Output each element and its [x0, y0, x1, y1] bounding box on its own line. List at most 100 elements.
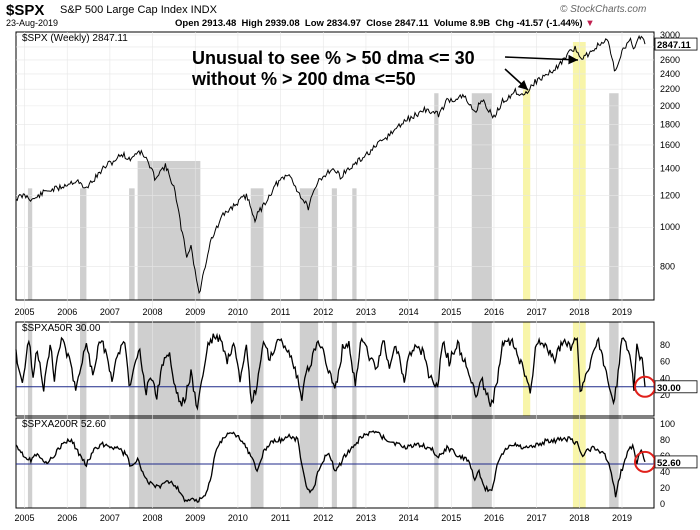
highlight-band-breadth: [522, 322, 531, 416]
shaded-band-breadth: [27, 322, 33, 508]
shaded-band-price: [434, 93, 439, 300]
year-label-bottom: 2015: [441, 513, 461, 523]
down-arrow-icon: ▼: [585, 18, 595, 29]
year-label-middle: 2011: [271, 307, 290, 317]
open-label: Open: [175, 18, 200, 29]
high-value: 2939.08: [265, 18, 300, 29]
breadth50-tick-label: 60: [660, 357, 670, 367]
arrow-to-2016: [504, 68, 529, 91]
year-label-middle: 2006: [57, 307, 77, 317]
annotation: Unusual to see % > 50 dma <= 30 without …: [191, 48, 579, 91]
shaded-band-breadth: [352, 322, 357, 508]
close-label: Close: [366, 18, 393, 29]
price-last-value-tag-box: [654, 37, 698, 51]
volume-value: 8.9B: [470, 18, 491, 29]
year-label-middle: 2005: [15, 307, 35, 317]
year-label-bottom: 2017: [527, 513, 547, 523]
series-lines: [15, 34, 656, 503]
year-label-middle: 2009: [185, 307, 205, 317]
legend-breadth50: $SPXA50R 30.00: [22, 323, 101, 334]
price-series-line: [15, 34, 646, 295]
annotation-line1: Unusual to see % > 50 dma <= 30: [192, 48, 475, 68]
year-label-bottom: 2013: [356, 513, 376, 523]
year-label-bottom: 2016: [484, 513, 504, 523]
price-tick-label: 1600: [660, 140, 680, 150]
shaded-band-breadth: [434, 322, 439, 508]
year-label-middle: 2013: [356, 307, 376, 317]
year-label-bottom: 2005: [15, 513, 35, 523]
ohlc-line: Open 2913.48 High 2939.08 Low 2834.97 Cl…: [175, 18, 595, 29]
low-label: Low: [304, 18, 324, 29]
year-label-middle: 2010: [228, 307, 248, 317]
year-label-middle: 2016: [484, 307, 504, 317]
price-tick-label: 1000: [660, 222, 680, 232]
date-label: 23-Aug-2019: [6, 18, 59, 28]
credit-text: © StockCharts.com: [560, 4, 647, 15]
chart-header: $SPX S&P 500 Large Cap Index INDX © Stoc…: [0, 0, 700, 30]
highlight-band-price: [522, 89, 531, 301]
year-label-middle: 2007: [100, 307, 120, 317]
panel-frame-price: [15, 31, 655, 301]
breadth200-tick-label: 40: [660, 467, 670, 477]
price-tick-label: 1200: [660, 190, 680, 200]
year-label-bottom: 2010: [228, 513, 248, 523]
breadth200-last-value-tag: 52.60: [657, 458, 681, 469]
shaded-band-price: [609, 93, 619, 300]
symbol-title: $SPX: [6, 2, 45, 19]
price-tick-label: 1800: [660, 119, 680, 129]
arrow-to-2018: [504, 54, 579, 65]
shaded-band-price: [27, 188, 33, 300]
symbol-full-name: S&P 500 Large Cap Index INDX: [60, 4, 217, 16]
shaded-band-breadth: [129, 322, 135, 508]
chg-label: Chg: [495, 18, 514, 29]
year-label-middle: 2017: [527, 307, 547, 317]
year-label-bottom: 2014: [399, 513, 419, 523]
grid-lines: [16, 32, 654, 508]
year-label-middle: 2012: [313, 307, 333, 317]
breadth50-tick-label: 20: [660, 390, 670, 400]
breadth200-tick-label: 100: [660, 419, 675, 429]
breadth50-tick-label: 80: [660, 340, 670, 350]
shaded-band-breadth: [299, 322, 319, 508]
shaded-band-price: [80, 188, 87, 300]
breadth50-tick-label: 40: [660, 373, 670, 383]
shaded-band-breadth: [331, 322, 337, 508]
shaded-band-price: [331, 188, 337, 300]
price-tick-label: 2000: [660, 101, 680, 111]
year-label-middle: 2014: [399, 307, 419, 317]
legend-price: $SPX (Weekly) 2847.11: [22, 33, 128, 44]
shaded-band-breadth: [471, 322, 492, 508]
breadth200-last-value-tag-box: [654, 455, 698, 469]
price-tick-label: 1400: [660, 163, 680, 173]
breadth50-last-value-tag: 30.00: [657, 383, 681, 394]
year-label-bottom: 2008: [143, 513, 163, 523]
close-value: 2847.11: [394, 18, 429, 29]
panel-legends: $SPX (Weekly) 2847.11 $SPXA50R 30.00 $SP…: [22, 33, 128, 430]
circle-marker-breadth200: [634, 450, 656, 473]
shaded-periods: [27, 42, 619, 508]
low-value: 2834.97: [326, 18, 361, 29]
year-label-bottom: 2019: [612, 513, 632, 523]
breadth50-series-line: [15, 332, 646, 411]
breadth200-tick-label: 20: [660, 483, 670, 493]
year-label-bottom: 2018: [569, 513, 589, 523]
axis-labels: 8001000120014001600180020002200240026002…: [15, 30, 698, 523]
price-tick-label: 800: [660, 261, 675, 271]
shaded-band-price: [352, 188, 357, 300]
shaded-band-breadth: [80, 322, 87, 508]
legend-breadth200: $SPXA200R 52.60: [22, 419, 106, 430]
volume-label: Volume: [433, 18, 468, 29]
shaded-band-price: [129, 188, 135, 300]
breadth200-tick-label: 80: [660, 435, 670, 445]
annotation-line2: without % > 200 dma <=50: [191, 69, 416, 89]
shaded-band-price: [299, 188, 319, 300]
year-label-middle: 2019: [612, 307, 632, 317]
year-label-bottom: 2007: [100, 513, 120, 523]
year-label-middle: 2015: [441, 307, 461, 317]
breadth200-tick-label: 0: [660, 499, 665, 509]
price-tick-label: 2200: [660, 84, 680, 94]
breadth200-series-line: [15, 430, 646, 503]
year-label-middle: 2018: [569, 307, 589, 317]
year-label-bottom: 2011: [271, 513, 290, 523]
